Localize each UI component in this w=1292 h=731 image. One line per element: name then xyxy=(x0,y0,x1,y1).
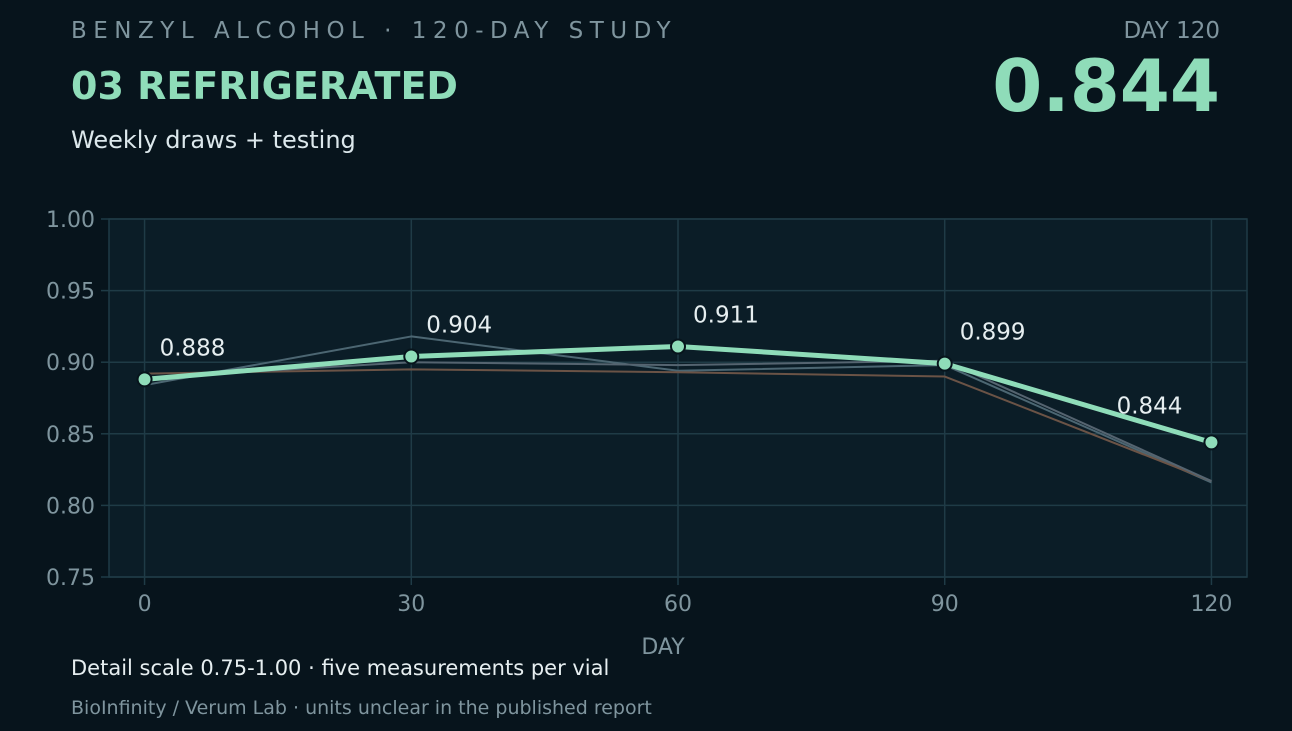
chart-title: 03 REFRIGERATED xyxy=(71,64,458,108)
data-label: 0.904 xyxy=(426,312,492,338)
data-point xyxy=(1203,434,1220,451)
data-label: 0.899 xyxy=(960,320,1026,346)
series-line-3 xyxy=(144,359,1212,482)
current-day-label: DAY 120 xyxy=(1123,18,1220,44)
x-axis-title: DAY xyxy=(641,635,685,660)
x-tick-label: 0 xyxy=(138,592,152,617)
x-tick-label: 120 xyxy=(1190,592,1232,617)
x-tick-label: 90 xyxy=(931,592,959,617)
current-day-value: 0.844 xyxy=(992,44,1220,128)
chart-source: BioInfinity / Verum Lab · units unclear … xyxy=(71,697,652,719)
data-label: 0.888 xyxy=(160,335,226,361)
y-tick-label: 0.75 xyxy=(46,566,95,591)
x-tick-label: 60 xyxy=(664,592,692,617)
y-tick-label: 0.80 xyxy=(46,494,95,519)
series-line-1 xyxy=(144,335,1212,484)
y-tick-label: 0.95 xyxy=(46,280,95,305)
data-point xyxy=(936,355,953,372)
series-line-2 xyxy=(144,368,1212,482)
chart-subtitle: Weekly draws + testing xyxy=(71,126,356,154)
data-point xyxy=(670,338,686,355)
y-tick-label: 0.85 xyxy=(46,423,95,448)
y-tick-label: 1.00 xyxy=(46,208,95,233)
data-point xyxy=(403,348,420,365)
data-label: 0.844 xyxy=(1117,393,1183,419)
y-tick-label: 0.90 xyxy=(46,351,95,376)
x-tick-label: 30 xyxy=(397,592,425,617)
data-label: 0.911 xyxy=(693,302,759,328)
chart-note: Detail scale 0.75-1.00 · five measuremen… xyxy=(71,656,610,680)
chart-kicker: BENZYL ALCOHOL · 120-DAY STUDY xyxy=(71,18,678,44)
data-point xyxy=(136,371,153,388)
